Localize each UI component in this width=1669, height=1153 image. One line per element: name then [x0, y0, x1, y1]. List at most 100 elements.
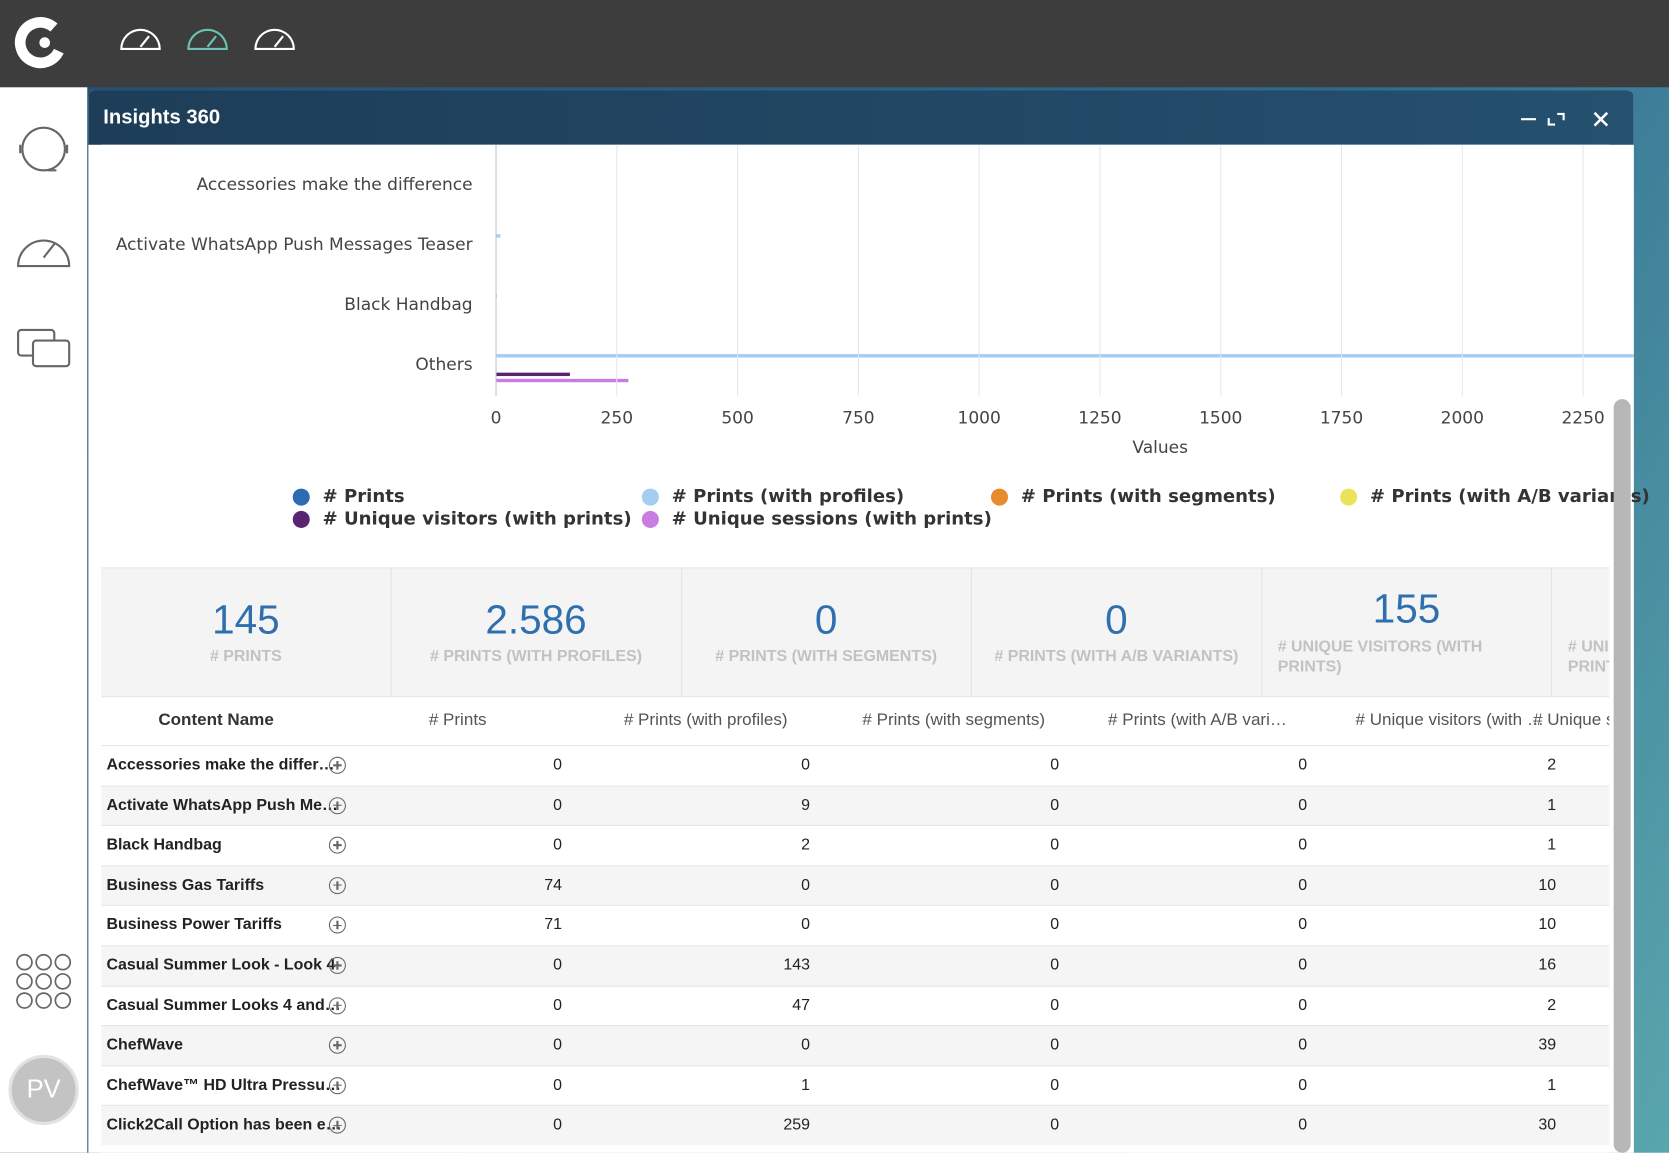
cell-value: 0	[801, 915, 811, 934]
expand-button[interactable]	[328, 1116, 346, 1135]
dashboard-icon[interactable]	[17, 239, 71, 268]
dashboard-icon[interactable]	[254, 28, 295, 51]
dashboard-icon[interactable]	[120, 28, 161, 51]
x-tick-label: 0	[491, 408, 502, 428]
expand-button[interactable]	[328, 796, 346, 814]
content-name: ChefWave™ HD Ultra Pressu…	[106, 1075, 341, 1094]
logo[interactable]	[14, 16, 68, 70]
cell-value: 0	[801, 875, 811, 894]
expand-button[interactable]	[328, 836, 346, 854]
cell-value: 2	[1547, 755, 1557, 774]
cell-value: 39	[1538, 1035, 1557, 1054]
chart: Values 0 250 500 750 1000 1250 1500 1750 2000 225…	[116, 144, 1650, 529]
bar	[496, 372, 570, 377]
top-icons	[14, 16, 295, 70]
cell-value: 0	[553, 755, 563, 774]
chat-icon[interactable]	[17, 328, 71, 368]
cell-value: 0	[553, 1115, 563, 1135]
expand-button[interactable]	[328, 956, 346, 974]
table-row: Accessories make the differ… 0 0 0 0 2	[101, 745, 1610, 785]
column-header: # Prints (with A/B vari…	[1108, 711, 1287, 730]
close[interactable]	[1593, 111, 1609, 127]
expand-button[interactable]	[328, 1036, 346, 1054]
cell-value: 1	[801, 1075, 811, 1094]
content-name: Business Power Tariffs	[106, 915, 282, 934]
x-tick-label: 1000	[958, 408, 1001, 428]
content-name: Click2Call Option has been e…	[106, 1115, 342, 1135]
y-tick-label: Activate WhatsApp Push Messages Teaser	[116, 235, 473, 255]
legend-marker	[990, 488, 1008, 506]
legend-label[interactable]: # Prints (with profiles)	[672, 486, 905, 507]
apps-icon[interactable]	[16, 953, 72, 1009]
legend-label[interactable]: # Unique visitors (with prints)	[323, 508, 632, 529]
cell-value: 0	[1050, 755, 1060, 774]
kpi-label: # PRINTS (WITH PROFILES)	[430, 647, 643, 666]
legend-marker	[292, 510, 310, 528]
column-header: # Unique sessions (with …	[1533, 711, 1609, 730]
scrollbar[interactable]	[1613, 399, 1631, 1153]
legend-label[interactable]: # Prints (with segments)	[1021, 486, 1276, 507]
kpi-strip: 145 # PRINTS 2.586 # PRINTS (WITH PROFILES)…	[101, 567, 1610, 698]
expand-button[interactable]	[328, 916, 346, 934]
kpi-value: 145	[212, 598, 280, 643]
kpi-label: # UNIQUE SESSIONS (WITH PRINTS)	[1567, 637, 1610, 676]
cell-value: 1	[1547, 795, 1557, 814]
table-row: ChefWave 0 0 0 0 39	[101, 1025, 1610, 1066]
cell-value: 0	[553, 1035, 563, 1054]
kpi-tile: 0 # PRINTS (WITH SEGMENTS)	[681, 568, 973, 697]
expand-button[interactable]	[328, 1076, 346, 1094]
cell-value: 30	[1538, 1115, 1557, 1135]
legend-marker	[641, 488, 659, 506]
cell-value: 0	[553, 995, 563, 1014]
cell-value: 0	[1298, 1075, 1308, 1094]
content-name: ChefWave	[106, 1035, 184, 1054]
kpi-tile: 155 # UNIQUE VISITORS (WITH PRINTS)	[1262, 568, 1553, 697]
x-tick-label: 1250	[1078, 408, 1121, 428]
agent-icon[interactable]	[19, 126, 69, 172]
content-name: Casual Summer Looks 4 and…	[106, 995, 341, 1014]
cell-value: 10	[1538, 875, 1557, 894]
kpi-label: # UNIQUE VISITORS (WITH PRINTS)	[1277, 637, 1483, 676]
cell-value: 0	[1050, 955, 1060, 974]
bar	[496, 378, 629, 383]
legend-label[interactable]: # Prints (with A/B variants)	[1370, 486, 1650, 507]
kpi-tile: 145 # PRINTS	[101, 568, 392, 697]
window-title: Insights 360	[103, 106, 221, 129]
content-name: Casual Summer Look - Look 4	[106, 955, 336, 974]
legend-label[interactable]: # Unique sessions (with prints)	[672, 508, 992, 529]
table-row: Casual Summer Looks 4 and… 0 47 0 0 2	[101, 985, 1610, 1025]
expand-button[interactable]	[328, 876, 346, 894]
top-bar	[0, 0, 1669, 88]
cell-value: 0	[801, 1035, 811, 1054]
cell-value: 0	[1298, 955, 1308, 974]
kpi-value: 0	[1105, 598, 1128, 643]
x-tick-label: 1750	[1320, 408, 1363, 428]
dashboard-icon[interactable]	[187, 28, 228, 51]
x-tick-label: 500	[721, 408, 753, 428]
kpi-tile: # UNIQUE SESSIONS (WITH PRINTS)	[1552, 568, 1610, 696]
x-tick-label: 2250	[1561, 408, 1604, 428]
legend-marker	[1340, 488, 1358, 506]
cell-value: 2	[1547, 995, 1557, 1014]
expand-button[interactable]	[328, 756, 346, 774]
kpi-tile: 0 # PRINTS (WITH A/B VARIANTS)	[972, 568, 1263, 697]
column-header: # Prints (with profiles)	[623, 711, 788, 730]
cell-value: 0	[1050, 995, 1060, 1014]
cell-value: 1	[1547, 835, 1557, 854]
cell-value: 10	[1538, 915, 1557, 934]
cell-value: 0	[553, 1075, 563, 1094]
cell-value: 16	[1538, 955, 1557, 974]
legend-label[interactable]: # Prints	[323, 486, 405, 507]
kpi-label: # PRINTS	[209, 647, 282, 666]
cell-value: 9	[801, 795, 811, 814]
cell-value: 1	[1547, 1075, 1557, 1094]
cell-value: 259	[783, 1115, 811, 1135]
kpi-label: # PRINTS (WITH SEGMENTS)	[715, 647, 938, 666]
maximize[interactable]	[1547, 112, 1565, 126]
sidebar-icons	[16, 126, 72, 1009]
avatar[interactable]: PV	[8, 1054, 79, 1126]
expand-button[interactable]	[328, 996, 346, 1014]
kpi-value: 0	[814, 598, 838, 643]
sidebar	[0, 87, 88, 1153]
